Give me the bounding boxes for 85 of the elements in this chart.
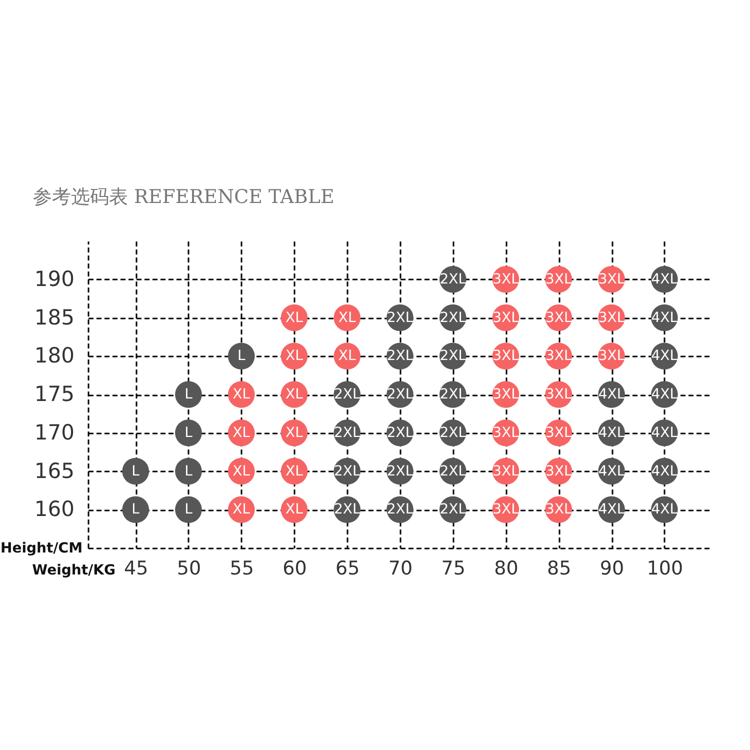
text: 3XL	[598, 271, 625, 288]
text: L	[184, 386, 192, 402]
x-axis-title: Weight/KG	[32, 562, 116, 578]
series-label: 4XL	[651, 271, 678, 288]
text: 3XL	[598, 310, 625, 326]
text: 3XL	[545, 424, 572, 441]
text: 2XL	[440, 271, 466, 288]
y-tick-label: 165	[34, 458, 74, 483]
text: 3XL	[545, 463, 572, 480]
text: XL	[338, 348, 356, 364]
chart-title: 参考选码表 REFERENCE TABLE	[33, 186, 334, 208]
text: 4XL	[651, 348, 678, 364]
text: 4XL	[598, 463, 625, 480]
y-tick-label: 160	[34, 497, 74, 522]
text: XL	[286, 386, 303, 402]
series-label: 2XL	[334, 386, 360, 402]
text: 4XL	[598, 502, 625, 518]
text: L	[184, 502, 192, 518]
text: 3XL	[492, 424, 519, 441]
text: 3XL	[545, 502, 572, 518]
text: 2XL	[386, 502, 414, 518]
text: XL	[286, 310, 303, 326]
text: 3XL	[545, 310, 572, 326]
text: 2XL	[440, 386, 466, 402]
text: 3XL	[492, 502, 519, 518]
y-tick-label: 185	[34, 305, 74, 330]
y-axis-title: Height/CM	[0, 540, 82, 556]
y-tick-label: 170	[34, 420, 74, 444]
x-tick-label: 75	[441, 558, 466, 580]
x-tick-label: 70	[388, 558, 413, 580]
text: XL	[232, 424, 250, 441]
text: L	[132, 463, 140, 480]
text: 3XL	[598, 348, 625, 364]
text: 4XL	[651, 502, 678, 518]
x-tick-label: 50	[176, 558, 202, 580]
text: 2XL	[334, 463, 360, 480]
text: 2XL	[386, 386, 414, 402]
text: 4XL	[651, 386, 678, 402]
series-label: 3XL	[492, 271, 520, 288]
text: 2XL	[440, 502, 466, 518]
x-tick-label: 90	[600, 558, 624, 580]
text: XL	[232, 463, 250, 480]
text: 3XL	[545, 348, 572, 364]
text: 4XL	[651, 424, 678, 441]
x-tick-label: 80	[494, 558, 518, 580]
x-tick-label: 65	[336, 558, 360, 580]
text: 2XL	[440, 463, 466, 480]
text: XL	[232, 502, 250, 518]
text: XL	[338, 310, 356, 326]
y-tick-label: 180	[34, 344, 74, 368]
series-label: L	[237, 348, 246, 364]
text: 2XL	[386, 310, 414, 326]
y-tick-label: 190	[34, 266, 74, 291]
text: L	[184, 463, 192, 480]
text: 2XL	[386, 348, 414, 364]
text: 3XL	[492, 386, 519, 402]
x-tick-label: 45	[124, 558, 148, 580]
text: L	[132, 502, 140, 518]
text: L	[184, 424, 192, 441]
x-tick-label: 55	[230, 558, 254, 580]
x-tick-label: 100	[646, 558, 684, 580]
text: 4XL	[651, 310, 678, 326]
text: 2XL	[386, 424, 414, 441]
text: XL	[286, 348, 303, 364]
text: 3XL	[545, 386, 572, 402]
text: 4XL	[598, 386, 625, 402]
text: XL	[286, 463, 303, 480]
text: 4XL	[598, 424, 625, 441]
x-tick-label: 85	[547, 558, 572, 580]
text: 2XL	[334, 502, 360, 518]
series-label: XL	[286, 502, 304, 518]
text: 4XL	[651, 463, 678, 480]
y-tick-label: 175	[34, 382, 74, 406]
text: 3XL	[492, 463, 519, 480]
text: 3XL	[492, 348, 519, 364]
text: 2XL	[440, 348, 466, 364]
text: XL	[232, 386, 250, 402]
text: 2XL	[440, 310, 466, 326]
text: 2XL	[334, 424, 360, 441]
text: 2XL	[386, 463, 414, 480]
text: 3XL	[492, 310, 519, 326]
text: 3XL	[545, 271, 572, 288]
x-tick-label: 60	[282, 558, 307, 580]
text: 2XL	[440, 424, 466, 441]
text: XL	[286, 424, 303, 441]
